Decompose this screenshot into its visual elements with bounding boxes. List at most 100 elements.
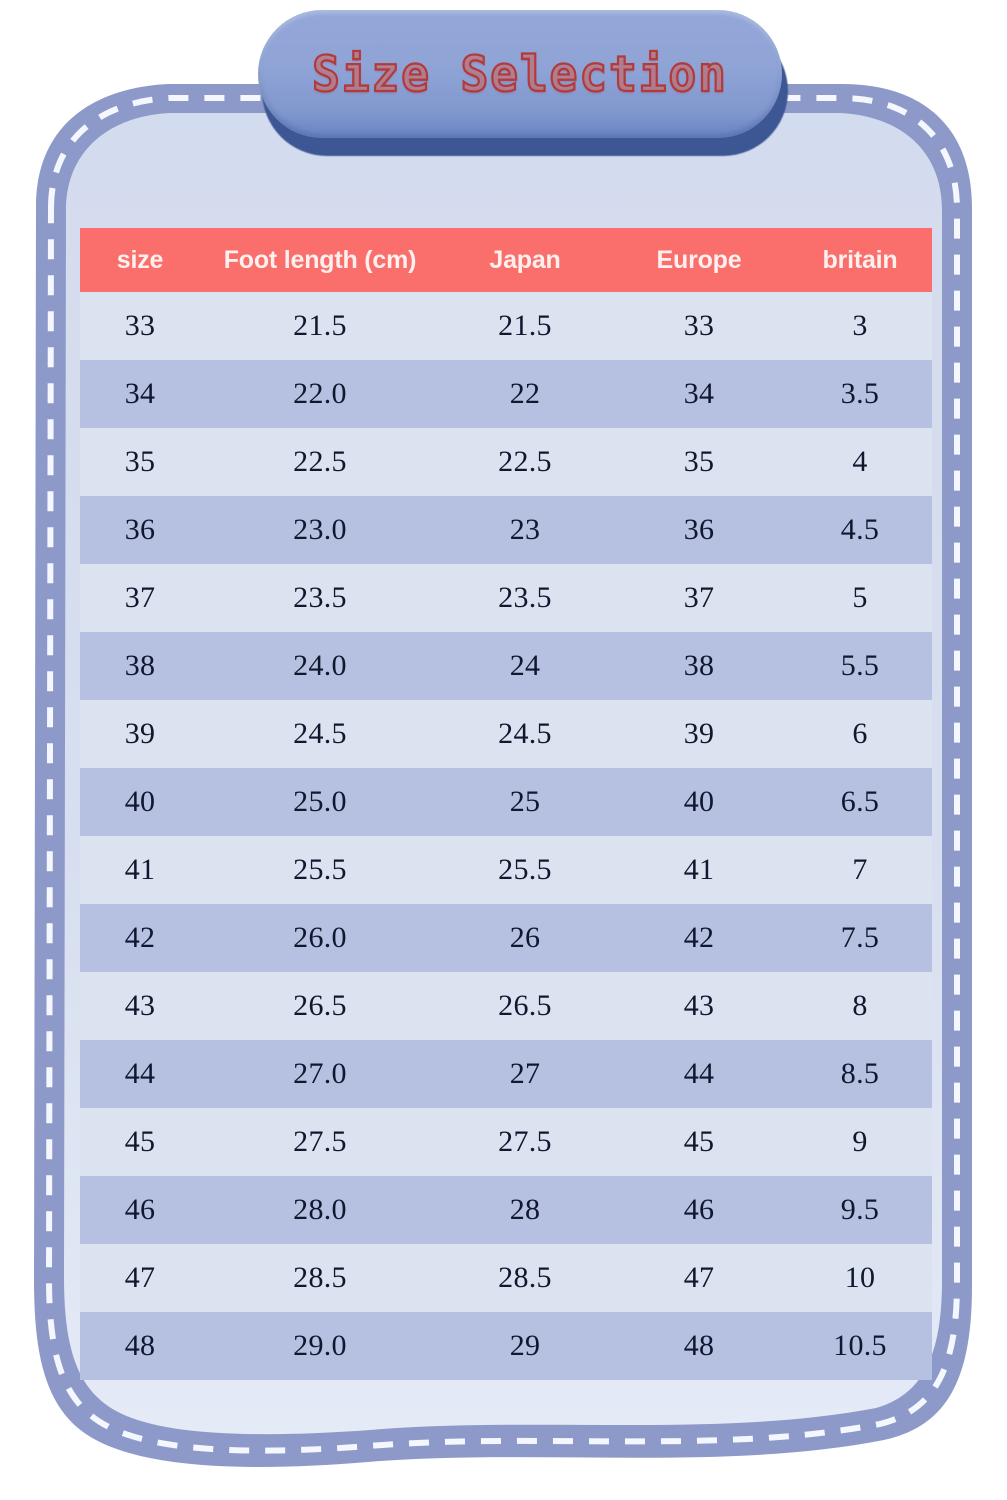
cell-japan: 27.5 (440, 1108, 610, 1176)
banner-face (258, 10, 782, 138)
table-header: size Foot length (cm) Japan Europe brita… (80, 228, 932, 292)
cell-japan: 26 (440, 904, 610, 972)
cell-europe: 42 (610, 904, 788, 972)
cell-japan: 24.5 (440, 700, 610, 768)
cell-foot-length: 28.0 (200, 1176, 440, 1244)
cell-foot-length: 24.0 (200, 632, 440, 700)
table-row: 37 23.5 23.5 37 5 (80, 564, 932, 632)
cell-britain: 7 (788, 836, 932, 904)
cell-size: 39 (80, 700, 200, 768)
cell-foot-length: 25.0 (200, 768, 440, 836)
column-header-size: size (80, 228, 200, 292)
cell-europe: 39 (610, 700, 788, 768)
cell-europe: 41 (610, 836, 788, 904)
column-header-foot-length: Foot length (cm) (200, 228, 440, 292)
cell-japan: 21.5 (440, 292, 610, 360)
cell-britain: 5.5 (788, 632, 932, 700)
cell-britain: 5 (788, 564, 932, 632)
cell-foot-length: 21.5 (200, 292, 440, 360)
cell-europe: 37 (610, 564, 788, 632)
cell-europe: 44 (610, 1040, 788, 1108)
cell-size: 46 (80, 1176, 200, 1244)
cell-foot-length: 29.0 (200, 1312, 440, 1380)
table-row: 45 27.5 27.5 45 9 (80, 1108, 932, 1176)
cell-foot-length: 28.5 (200, 1244, 440, 1312)
table-body: 33 21.5 21.5 33 3 34 22.0 22 34 3.5 35 22.5 22.5 35 4 3… (80, 292, 932, 1380)
cell-size: 43 (80, 972, 200, 1040)
cell-europe: 45 (610, 1108, 788, 1176)
cell-britain: 7.5 (788, 904, 932, 972)
cell-foot-length: 27.0 (200, 1040, 440, 1108)
cell-size: 37 (80, 564, 200, 632)
cell-foot-length: 22.0 (200, 360, 440, 428)
cell-britain: 8 (788, 972, 932, 1040)
cell-size: 40 (80, 768, 200, 836)
cell-europe: 34 (610, 360, 788, 428)
cell-foot-length: 24.5 (200, 700, 440, 768)
cell-size: 36 (80, 496, 200, 564)
cell-japan: 23.5 (440, 564, 610, 632)
cell-foot-length: 26.0 (200, 904, 440, 972)
table-row: 36 23.0 23 36 4.5 (80, 496, 932, 564)
cell-europe: 48 (610, 1312, 788, 1380)
table-row: 44 27.0 27 44 8.5 (80, 1040, 932, 1108)
title-banner: Size Selection (258, 10, 788, 158)
table-row: 48 29.0 29 48 10.5 (80, 1312, 932, 1380)
cell-britain: 9.5 (788, 1176, 932, 1244)
cell-britain: 6.5 (788, 768, 932, 836)
cell-size: 41 (80, 836, 200, 904)
cell-foot-length: 23.0 (200, 496, 440, 564)
cell-japan: 29 (440, 1312, 610, 1380)
cell-size: 35 (80, 428, 200, 496)
cell-foot-length: 23.5 (200, 564, 440, 632)
column-header-britain: britain (788, 228, 932, 292)
table-row: 41 25.5 25.5 41 7 (80, 836, 932, 904)
page-title: Size Selection (311, 44, 728, 104)
cell-europe: 43 (610, 972, 788, 1040)
cell-britain: 4.5 (788, 496, 932, 564)
table-row: 47 28.5 28.5 47 10 (80, 1244, 932, 1312)
cell-europe: 46 (610, 1176, 788, 1244)
cell-foot-length: 26.5 (200, 972, 440, 1040)
cell-size: 34 (80, 360, 200, 428)
table-header-row: size Foot length (cm) Japan Europe brita… (80, 228, 932, 292)
cell-japan: 24 (440, 632, 610, 700)
cell-size: 47 (80, 1244, 200, 1312)
column-header-japan: Japan (440, 228, 610, 292)
cell-foot-length: 27.5 (200, 1108, 440, 1176)
cell-size: 38 (80, 632, 200, 700)
cell-britain: 10 (788, 1244, 932, 1312)
cell-size: 33 (80, 292, 200, 360)
cell-foot-length: 25.5 (200, 836, 440, 904)
cell-japan: 22 (440, 360, 610, 428)
cell-europe: 36 (610, 496, 788, 564)
cell-europe: 35 (610, 428, 788, 496)
cell-size: 44 (80, 1040, 200, 1108)
table-row: 33 21.5 21.5 33 3 (80, 292, 932, 360)
cell-size: 42 (80, 904, 200, 972)
frame-dashed-stitch (45, 95, 960, 1454)
cell-japan: 25.5 (440, 836, 610, 904)
column-header-europe: Europe (610, 228, 788, 292)
table-row: 42 26.0 26 42 7.5 (80, 904, 932, 972)
cell-britain: 3 (788, 292, 932, 360)
cell-japan: 28 (440, 1176, 610, 1244)
table-row: 35 22.5 22.5 35 4 (80, 428, 932, 496)
cell-europe: 47 (610, 1244, 788, 1312)
cell-japan: 22.5 (440, 428, 610, 496)
cell-japan: 26.5 (440, 972, 610, 1040)
size-chart-table: size Foot length (cm) Japan Europe brita… (80, 228, 932, 1380)
cell-size: 48 (80, 1312, 200, 1380)
table-row: 39 24.5 24.5 39 6 (80, 700, 932, 768)
cell-europe: 38 (610, 632, 788, 700)
cell-britain: 9 (788, 1108, 932, 1176)
table-row: 34 22.0 22 34 3.5 (80, 360, 932, 428)
cell-japan: 28.5 (440, 1244, 610, 1312)
table-row: 43 26.5 26.5 43 8 (80, 972, 932, 1040)
cell-britain: 10.5 (788, 1312, 932, 1380)
cell-japan: 25 (440, 768, 610, 836)
cell-britain: 3.5 (788, 360, 932, 428)
table-row: 46 28.0 28 46 9.5 (80, 1176, 932, 1244)
table-row: 40 25.0 25 40 6.5 (80, 768, 932, 836)
cell-foot-length: 22.5 (200, 428, 440, 496)
